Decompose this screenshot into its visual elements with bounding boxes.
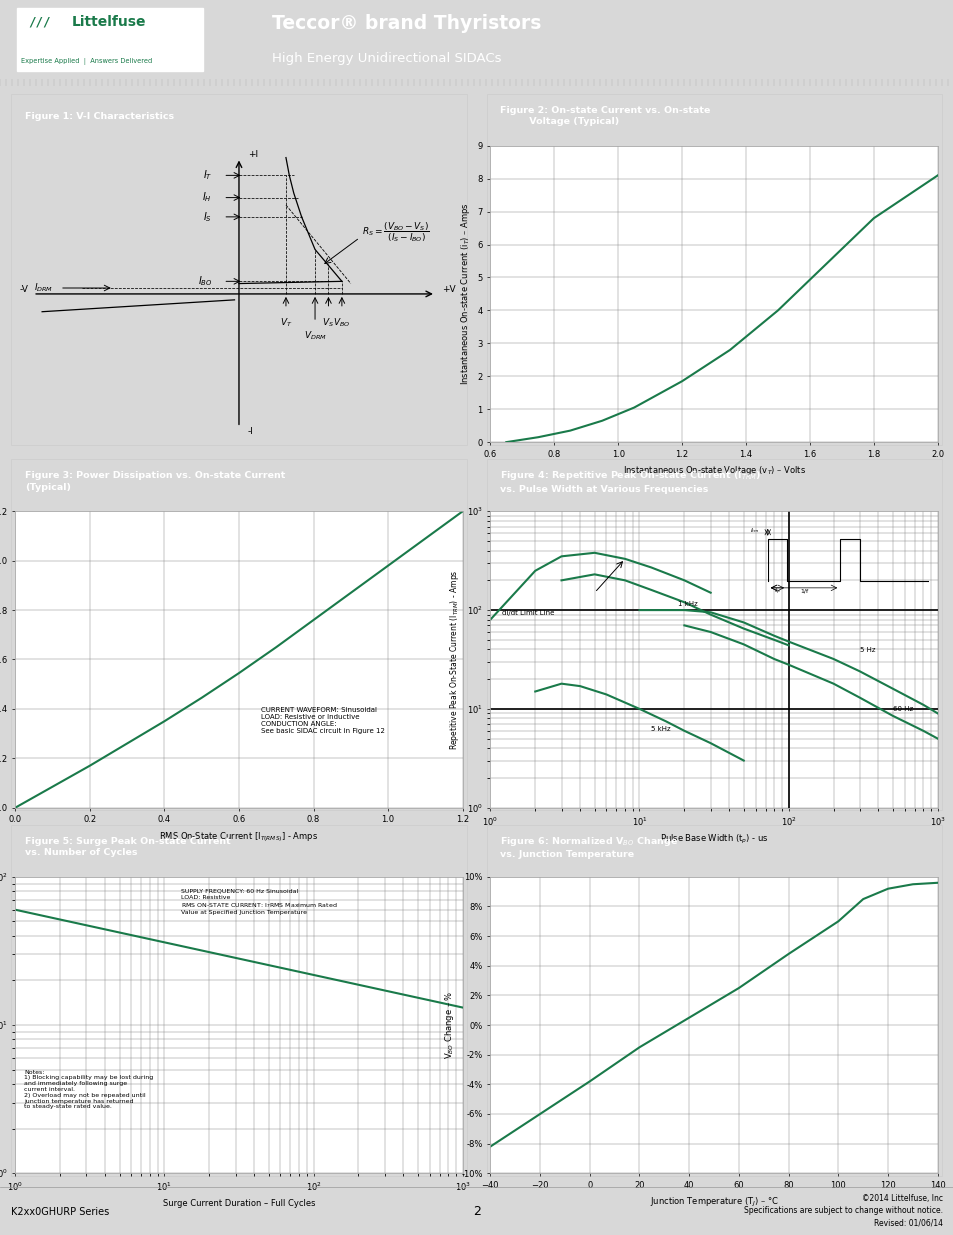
X-axis label: RMS On-State Current [I$_{T(RMS)}$] - Amps: RMS On-State Current [I$_{T(RMS)}$] - Am… bbox=[159, 830, 318, 844]
Text: Figure 6: Normalized V$_{BO}$ Change
vs. Junction Temperature: Figure 6: Normalized V$_{BO}$ Change vs.… bbox=[499, 835, 678, 860]
X-axis label: Instantaneous On-state Voltage (v$_T$) – Volts: Instantaneous On-state Voltage (v$_T$) –… bbox=[622, 464, 804, 477]
Text: $V_S$: $V_S$ bbox=[322, 316, 335, 329]
Text: Figure 5: Surge Peak On-state Current
vs. Number of Cycles: Figure 5: Surge Peak On-state Current vs… bbox=[25, 837, 231, 857]
Text: $I_{DRM}$: $I_{DRM}$ bbox=[34, 282, 53, 294]
FancyBboxPatch shape bbox=[17, 7, 203, 72]
Text: +I: +I bbox=[248, 151, 257, 159]
Text: ///: /// bbox=[29, 16, 51, 28]
Text: +V: +V bbox=[442, 285, 456, 294]
Y-axis label: Instantaneous On-state Current (i$_T$) – Amps: Instantaneous On-state Current (i$_T$) –… bbox=[458, 203, 472, 385]
X-axis label: Surge Current Duration – Full Cycles: Surge Current Duration – Full Cycles bbox=[163, 1199, 314, 1208]
Text: K2xx0GHURP Series: K2xx0GHURP Series bbox=[11, 1207, 110, 1216]
X-axis label: Junction Temperature (T$_J$) – °C: Junction Temperature (T$_J$) – °C bbox=[649, 1195, 778, 1209]
Text: SUPPLY FREQUENCY: 60 Hz Sinusoidal
LOAD: Resistive
RMS ON-STATE CURRENT: I$_T$RM: SUPPLY FREQUENCY: 60 Hz Sinusoidal LOAD:… bbox=[181, 889, 337, 915]
Text: 5 kHz: 5 kHz bbox=[651, 726, 670, 732]
Text: Teccor® brand Thyristors: Teccor® brand Thyristors bbox=[272, 15, 540, 33]
Text: di/dt Limit Line: di/dt Limit Line bbox=[501, 610, 554, 615]
Text: $V_{DRM}$: $V_{DRM}$ bbox=[303, 330, 326, 342]
Text: $V_{BO}$: $V_{BO}$ bbox=[333, 316, 350, 329]
Text: 1 kHz: 1 kHz bbox=[677, 601, 697, 606]
Text: $R_S = \dfrac{(V_{BO} - V_S)}{(I_S - I_{BO})}$: $R_S = \dfrac{(V_{BO} - V_S)}{(I_S - I_{… bbox=[361, 220, 429, 243]
Text: 2: 2 bbox=[473, 1205, 480, 1218]
Text: ©2014 Littelfuse, Inc
Specifications are subject to change without notice.
Revis: ©2014 Littelfuse, Inc Specifications are… bbox=[742, 1193, 942, 1228]
Text: Littelfuse: Littelfuse bbox=[71, 15, 146, 30]
Text: $I_H$: $I_H$ bbox=[202, 190, 212, 205]
Text: Notes:
1) Blocking capability may be lost during
and immediately following surge: Notes: 1) Blocking capability may be los… bbox=[24, 1070, 153, 1109]
Text: $V_T$: $V_T$ bbox=[279, 316, 292, 329]
Y-axis label: Repetitive Peak On-State Current (I$_{TRM}$) - Amps: Repetitive Peak On-State Current (I$_{TR… bbox=[448, 569, 460, 750]
Text: Figure 3: Power Dissipation vs. On-state Current
(Typical): Figure 3: Power Dissipation vs. On-state… bbox=[25, 472, 285, 492]
Text: CURRENT WAVEFORM: Sinusoidal
LOAD: Resistive or Inductive
CONDUCTION ANGLE:
See : CURRENT WAVEFORM: Sinusoidal LOAD: Resis… bbox=[261, 706, 385, 734]
Text: $I_S$: $I_S$ bbox=[203, 210, 212, 224]
Text: 60 Hz: 60 Hz bbox=[892, 706, 912, 713]
Text: $I_{BO}$: $I_{BO}$ bbox=[197, 274, 212, 288]
Text: Figure 4: Repetitive Peak On-state Current (I$_{TRM}$)
vs. Pulse Width at Variou: Figure 4: Repetitive Peak On-state Curre… bbox=[499, 469, 760, 494]
Text: Figure 2: On-state Current vs. On-state
         Voltage (Typical): Figure 2: On-state Current vs. On-state … bbox=[499, 106, 710, 126]
Text: High Energy Unidirectional SIDACs: High Energy Unidirectional SIDACs bbox=[272, 52, 501, 65]
Text: 5 Hz: 5 Hz bbox=[859, 647, 875, 652]
X-axis label: Pulse Base Width (t$_p$) - us: Pulse Base Width (t$_p$) - us bbox=[659, 834, 767, 846]
Text: -I: -I bbox=[248, 427, 253, 436]
Text: Expertise Applied  |  Answers Delivered: Expertise Applied | Answers Delivered bbox=[21, 58, 152, 65]
Y-axis label: V$_{BO}$ Change – %: V$_{BO}$ Change – % bbox=[442, 990, 456, 1060]
Text: $I_T$: $I_T$ bbox=[202, 168, 212, 183]
Text: Figure 1: V-I Characteristics: Figure 1: V-I Characteristics bbox=[25, 111, 174, 121]
Text: -V: -V bbox=[20, 285, 29, 294]
